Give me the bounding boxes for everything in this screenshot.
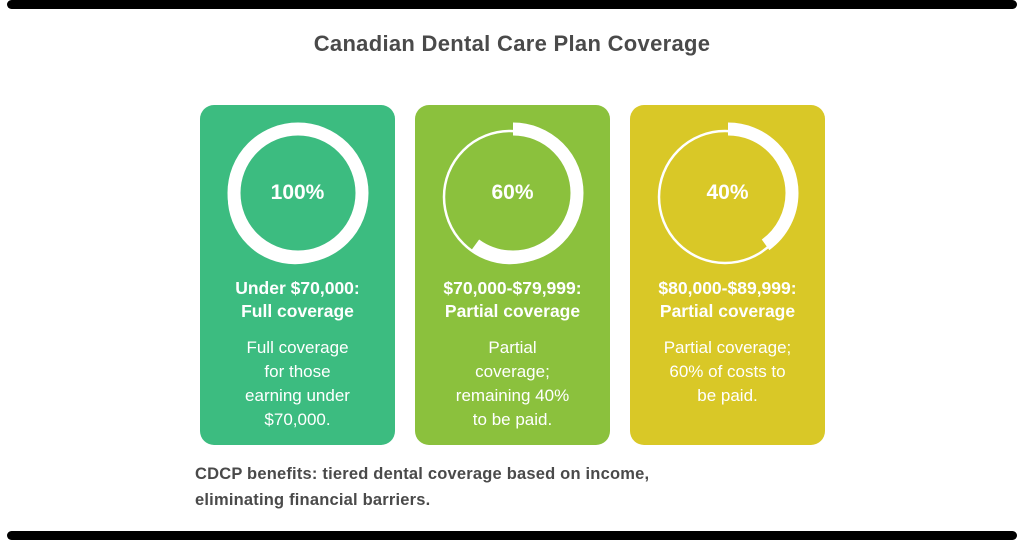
card-heading: Under $70,000: Full coverage: [235, 278, 360, 321]
donut-chart-100: 100%: [223, 118, 373, 268]
infographic-title: Canadian Dental Care Plan Coverage: [313, 31, 711, 56]
bottom-border-bar: [7, 531, 1017, 540]
card-description: Partial coverage; remaining 40% to be pa…: [455, 338, 570, 429]
card-description: Full coverage for those earning under $7…: [245, 338, 350, 429]
coverage-cards-row: 100% Under $70,000: Full coverage Full c…: [200, 105, 825, 445]
footer-note: CDCP benefits: tiered dental coverage ba…: [195, 465, 650, 509]
donut-percent-label: 40%: [706, 181, 749, 204]
card-heading: $80,000-$89,999: Partial coverage: [658, 278, 797, 321]
donut-ring-icon: [442, 122, 583, 265]
donut-chart-60: 60%: [438, 118, 588, 268]
card-description: Partial coverage; 60% of costs to be pai…: [663, 338, 792, 405]
top-border-bar: [7, 0, 1017, 9]
donut-percent-label: 100%: [270, 181, 325, 204]
coverage-card-partial-60: 60% $70,000-$79,999: Partial coverage Pa…: [415, 105, 610, 445]
coverage-card-partial-40: 40% $80,000-$89,999: Partial coverage Pa…: [630, 105, 825, 445]
donut-chart-40: 40%: [653, 118, 803, 268]
donut-percent-label: 60%: [491, 181, 534, 204]
coverage-card-full: 100% Under $70,000: Full coverage Full c…: [200, 105, 395, 445]
donut-ring-icon: [227, 122, 368, 265]
card-heading: $70,000-$79,999: Partial coverage: [443, 278, 582, 321]
donut-ring-icon: [657, 122, 798, 265]
